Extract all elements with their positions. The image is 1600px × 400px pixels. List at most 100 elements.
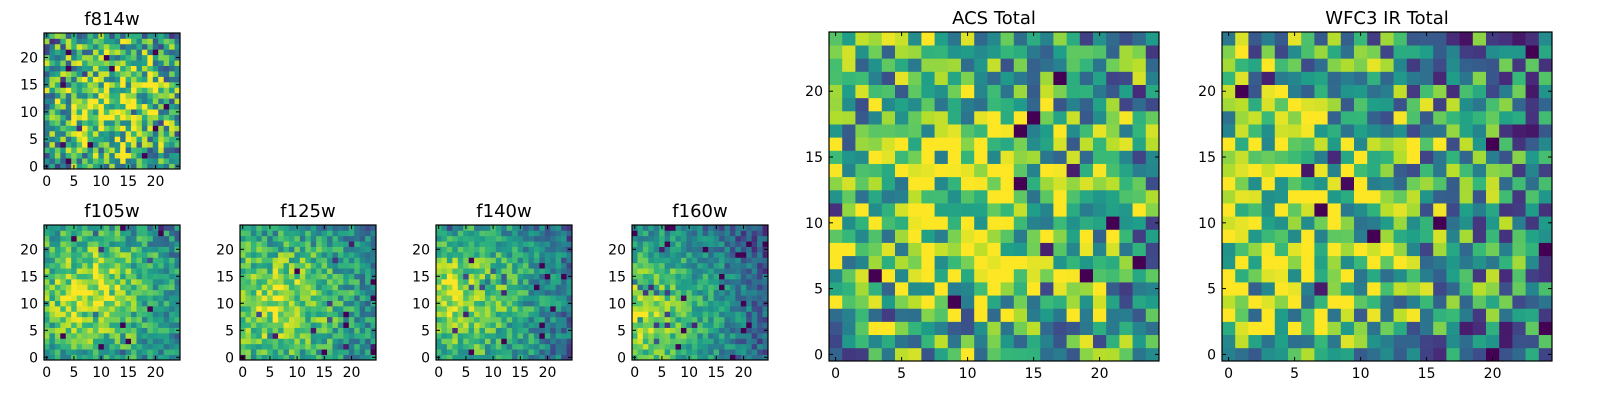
heatmap-cell [120, 120, 126, 126]
heatmap-cell [169, 230, 175, 237]
heatmap-cell [1446, 189, 1460, 204]
heatmap-cell [637, 322, 644, 328]
heatmap-cell [1027, 334, 1041, 349]
heatmap-cell [1235, 242, 1249, 257]
heatmap-cell [87, 257, 94, 264]
heatmap-cell [114, 343, 121, 350]
heatmap-cell [1354, 308, 1368, 322]
heatmap-cell [1274, 176, 1289, 191]
heatmap-cell [921, 189, 935, 204]
heatmap-cell [452, 230, 459, 237]
heatmap-cell [337, 230, 344, 237]
heatmap-cell [1132, 203, 1147, 217]
heatmap-cell [294, 338, 301, 345]
heatmap-cell [517, 257, 524, 264]
panel-title: f125w [280, 201, 335, 222]
heatmap-cell [868, 32, 883, 46]
heatmap-cell [174, 71, 181, 77]
heatmap-cell [321, 338, 328, 345]
heatmap-cell [152, 136, 159, 143]
heatmap-cell [174, 152, 181, 159]
heatmap-cell [365, 241, 371, 247]
heatmap-cell [359, 225, 366, 231]
heatmap-cell [1301, 189, 1315, 204]
heatmap-cell [1248, 242, 1262, 257]
heatmap-cell [523, 300, 529, 307]
heatmap-cell [103, 300, 110, 307]
heatmap-cell [1079, 32, 1094, 46]
heatmap-cell [468, 311, 475, 318]
heatmap-cell [659, 268, 665, 274]
heatmap-cell [299, 333, 306, 339]
x-tick-label: 0 [238, 365, 247, 381]
heatmap-cell [163, 152, 170, 159]
heatmap-cell [1132, 229, 1147, 243]
heatmap-cell [1106, 150, 1120, 164]
heatmap-cell [829, 295, 843, 309]
heatmap-cells [436, 225, 573, 361]
heatmap-cell [735, 295, 742, 301]
heatmap-cell [1301, 97, 1315, 112]
heatmap-cell [174, 316, 181, 323]
heatmap-cell [691, 235, 698, 242]
heatmap-cell [1420, 334, 1434, 349]
heatmap-cell [365, 295, 371, 301]
heatmap-cell [697, 295, 704, 301]
heatmap-cell [261, 349, 268, 355]
heatmap-cell [632, 262, 638, 269]
heatmap-cell [746, 349, 753, 355]
heatmap-cell [457, 273, 464, 280]
heatmap-cell [98, 241, 105, 247]
heatmap-cell [446, 279, 453, 285]
heatmap-cell [125, 125, 132, 132]
heatmap-cell [98, 158, 105, 164]
heatmap-cell [490, 279, 497, 285]
heatmap-cell [746, 333, 753, 339]
heatmap-cell [479, 316, 486, 323]
heatmap-cell [337, 246, 344, 253]
heatmap-cell [60, 109, 67, 115]
heatmap-cell [751, 300, 758, 307]
heatmap-cell [147, 120, 154, 126]
heatmap-cell [881, 176, 896, 191]
heatmap-cell [316, 279, 322, 285]
heatmap-cell [1013, 110, 1028, 125]
heatmap-cell [1459, 163, 1474, 178]
heatmap-cell [250, 322, 257, 328]
heatmap-cell [245, 343, 252, 350]
heatmap-cell [54, 338, 61, 345]
heatmap-cell [680, 349, 687, 355]
heatmap-cell [1093, 189, 1107, 204]
heatmap-cell [762, 295, 769, 301]
heatmap-cell [947, 71, 962, 85]
heatmap-cell [152, 300, 159, 307]
heatmap-cell [517, 316, 524, 323]
heatmap-cell [1420, 176, 1434, 191]
heatmap-cell [71, 92, 77, 99]
heatmap-cell [1000, 176, 1015, 191]
heatmap-cell [92, 152, 99, 159]
heatmap-cell [702, 349, 709, 355]
heatmap-cell [1106, 71, 1120, 85]
heatmap-cell [664, 241, 671, 247]
heatmap-cell [169, 120, 175, 126]
heatmap-cell [82, 141, 88, 148]
heatmap-cell [479, 235, 486, 242]
heatmap-cell [1222, 282, 1236, 296]
heatmap-cell [114, 120, 121, 126]
heatmap-cell [98, 295, 105, 301]
heatmap-cell [757, 273, 763, 280]
heatmap-cell [158, 268, 165, 274]
heatmap-cell [169, 306, 175, 312]
heatmap-cell [463, 338, 469, 345]
heatmap-cell [1235, 97, 1249, 112]
heatmap-cell [1459, 242, 1474, 257]
heatmap-cell [82, 76, 88, 83]
heatmap-cell [1053, 84, 1067, 99]
heatmap-cell [648, 327, 655, 334]
heatmap-cell [1119, 176, 1133, 191]
heatmap-cell [305, 333, 312, 339]
heatmap-cell [1066, 97, 1081, 112]
heatmap-cell [103, 306, 110, 312]
heatmap-cell [686, 262, 693, 269]
